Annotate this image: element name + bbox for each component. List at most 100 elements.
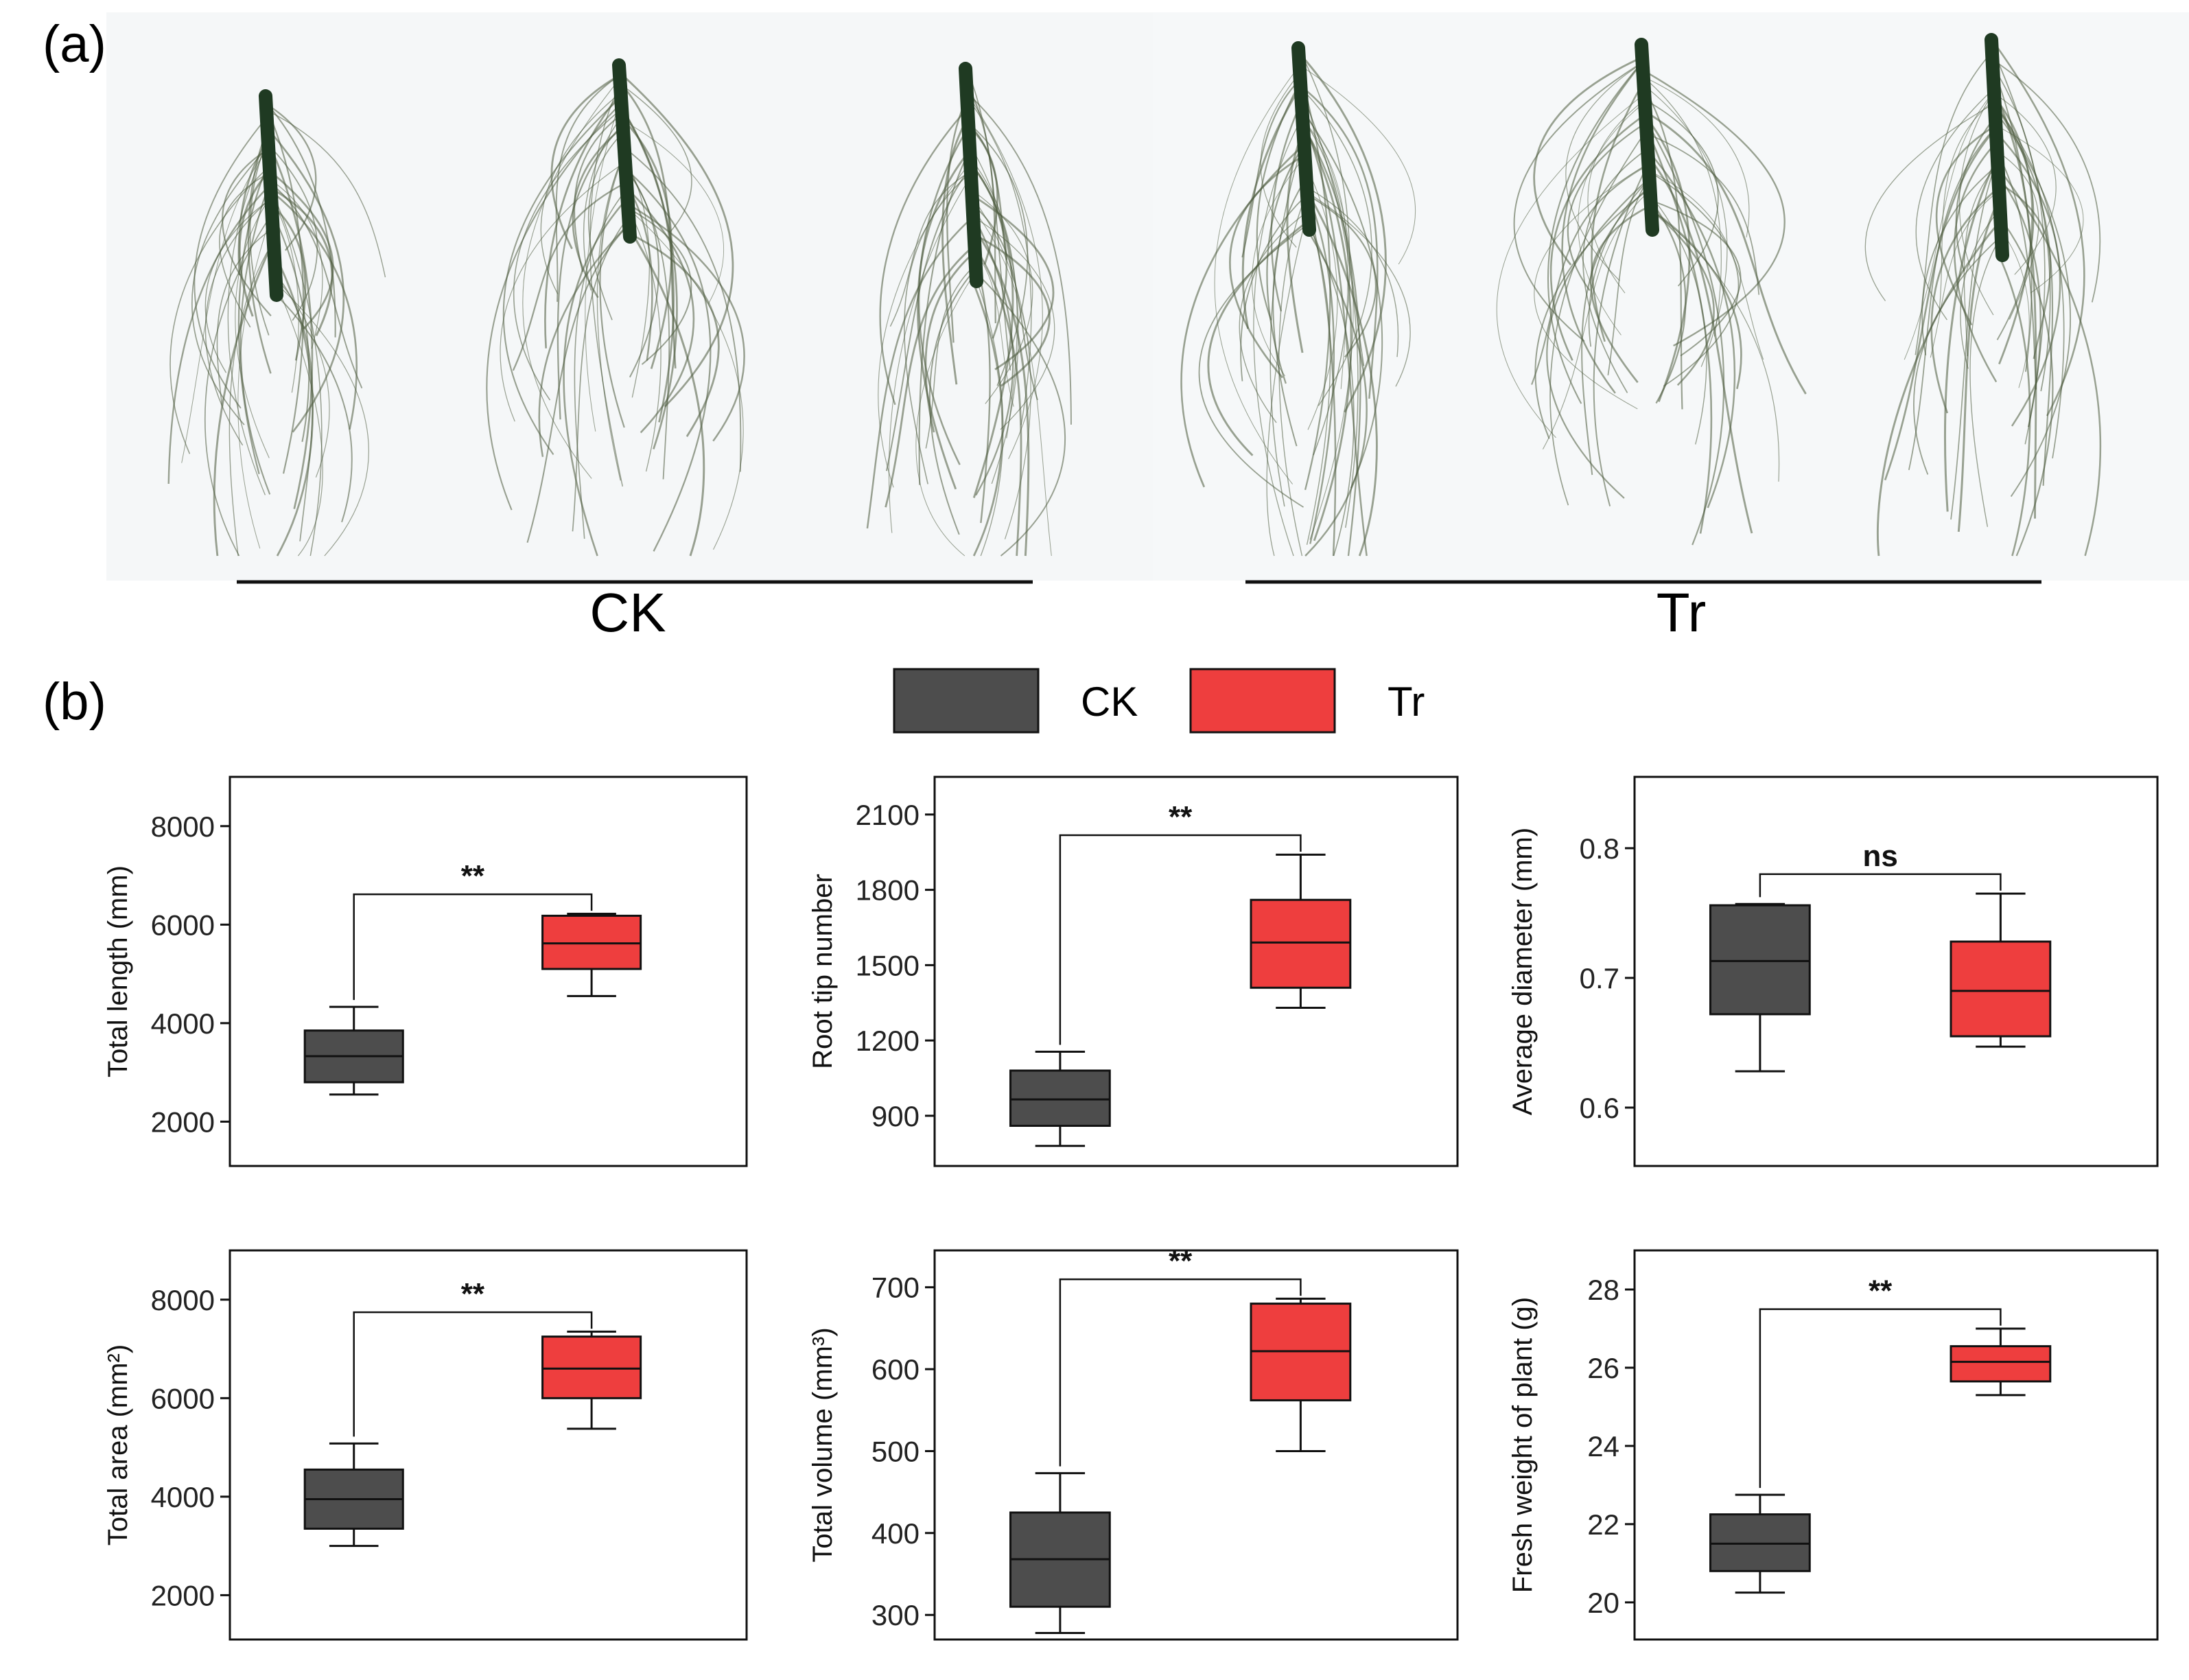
- root-strand: [1995, 97, 2037, 519]
- significance-bracket: [1059, 834, 1302, 1045]
- root-strand: [574, 112, 625, 272]
- root-specimen: [1180, 41, 1416, 557]
- root-strand: [1587, 97, 1648, 294]
- y-tick-label: 8000: [151, 1284, 215, 1316]
- boxplot-panel: 0.6 0.7 0.8 Average diameter (mm) ns: [1508, 775, 2159, 1167]
- root-specimen: [1864, 33, 2102, 557]
- root-strand: [624, 167, 712, 552]
- ck-group-label: CK: [589, 582, 666, 643]
- root-strand: [270, 132, 345, 433]
- stem: [959, 62, 983, 288]
- root-strand: [270, 106, 317, 251]
- root-strand: [970, 102, 1032, 425]
- photo-right-background: [1153, 12, 2189, 581]
- root-strand: [1995, 99, 2034, 365]
- root-strand: [238, 168, 272, 317]
- y-tick-label: 4000: [151, 1007, 215, 1040]
- y-tick-label: 4000: [151, 1481, 215, 1513]
- boxplot-panel: 20 22 24 26 28 Fresh weight of plant (g) **: [1508, 1249, 2159, 1641]
- root-strand: [1303, 112, 1383, 489]
- root-strand: [1303, 126, 1361, 557]
- root-strand: [1904, 88, 1998, 360]
- root-strand: [624, 76, 734, 408]
- root-strand: [1513, 59, 1648, 342]
- y-tick-label: 20: [1587, 1587, 1619, 1619]
- root-strand: [1646, 148, 1736, 509]
- root-strand: [970, 202, 1038, 401]
- root-strand: [1578, 100, 1648, 336]
- y-axis-label: Total area (mm²): [103, 1344, 133, 1545]
- root-strand: [1996, 106, 2035, 340]
- root-specimen: [866, 62, 1072, 557]
- root-strand: [1996, 132, 2061, 427]
- root-strand: [1534, 190, 1648, 439]
- root-strand: [624, 205, 744, 550]
- y-tick-label: 6000: [151, 909, 215, 941]
- significance-bracket: [353, 893, 593, 1001]
- box-tr: [1950, 892, 2052, 1048]
- plot-frame: [933, 775, 1459, 1167]
- root-strand: [970, 246, 1014, 407]
- root-strand: [1302, 185, 1378, 557]
- legend-swatch-tr: [1189, 668, 1336, 734]
- y-tick-label: 700: [871, 1272, 920, 1304]
- root-strand: [1303, 189, 1411, 387]
- root-strand: [878, 161, 972, 488]
- y-tick-label: 1500: [856, 949, 920, 981]
- box-tr: [1250, 1297, 1352, 1452]
- root-strand: [1646, 87, 1728, 367]
- root-specimens: [167, 33, 2102, 557]
- root-strand: [1252, 157, 1304, 377]
- root-strand: [1303, 87, 1379, 399]
- root-strand: [513, 106, 625, 401]
- root-strand: [928, 274, 972, 535]
- root-specimen: [486, 58, 745, 557]
- root-strand: [1302, 57, 1387, 413]
- root-strand: [270, 289, 353, 523]
- box-tr: [541, 1330, 642, 1430]
- root-strand: [235, 196, 272, 458]
- root-strand: [1960, 212, 1998, 369]
- root-strand: [191, 143, 272, 425]
- y-tick-label: 6000: [151, 1382, 215, 1414]
- root-strand: [1646, 100, 1719, 287]
- root-strand: [270, 189, 323, 557]
- root-strand: [270, 117, 305, 474]
- root-strand: [596, 152, 625, 481]
- significance-label: **: [1869, 1274, 1893, 1308]
- boxplot-panel: 900 1200 1500 1800 2100 Root tip number **: [808, 775, 1459, 1167]
- root-strand: [970, 163, 1014, 498]
- box-ck: [1009, 1472, 1111, 1634]
- iqr-box: [1950, 1345, 2052, 1383]
- root-strand: [500, 162, 625, 422]
- root-strand: [1256, 74, 1304, 320]
- root-strand: [970, 80, 1011, 371]
- significance-bracket: [353, 1311, 593, 1437]
- root-strand: [1582, 148, 1648, 393]
- y-tick-label: 2100: [856, 799, 920, 831]
- iqr-box: [1250, 898, 1352, 989]
- tr-group-label: Tr: [1657, 582, 1707, 643]
- root-strand: [623, 120, 673, 369]
- root-strand: [1214, 60, 1304, 485]
- root-strand: [624, 165, 659, 378]
- root-strand: [544, 87, 626, 349]
- significance-bracket: [1759, 1308, 2002, 1489]
- root-strand: [1561, 56, 1648, 394]
- stem: [1291, 41, 1316, 237]
- root-strand: [1646, 169, 1764, 360]
- y-tick-label: 2000: [151, 1579, 215, 1611]
- root-strand: [1229, 154, 1304, 379]
- root-strand: [1567, 121, 1648, 291]
- plot-frame: [229, 775, 748, 1167]
- root-strand: [229, 245, 272, 557]
- boxplot-panels: 2000 4000 6000 8000 Total length (mm) ** 900 12…: [103, 775, 2159, 1641]
- root-strand: [1198, 226, 1304, 508]
- box-tr: [1950, 1327, 2052, 1397]
- significance-label: **: [461, 859, 485, 893]
- root-strand: [915, 279, 972, 557]
- root-strand: [889, 176, 972, 533]
- y-tick-label: 300: [871, 1599, 920, 1631]
- significance-label: **: [461, 1277, 485, 1311]
- root-strand: [1303, 109, 1354, 540]
